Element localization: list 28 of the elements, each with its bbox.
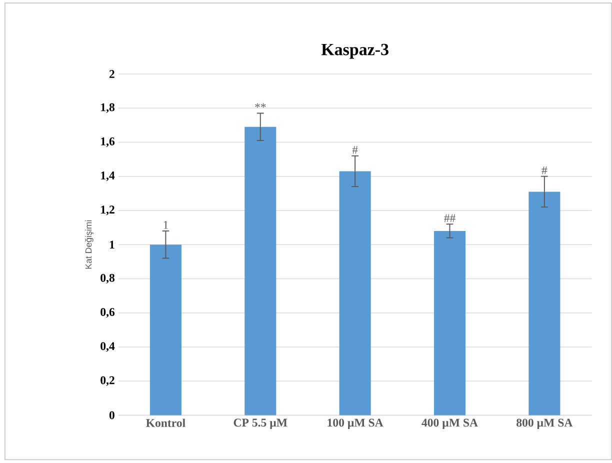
y-tick-label: 0,4 <box>100 342 115 352</box>
bar <box>244 127 276 416</box>
annotation: 1 <box>164 221 168 229</box>
y-tick-label: 0,6 <box>100 308 115 318</box>
y-tick-label: 1,8 <box>101 103 114 114</box>
x-tick-label: Kontrol <box>146 418 186 428</box>
x-tick-label: 400 µM SA <box>422 418 478 430</box>
annotation: # <box>352 146 358 154</box>
annotation: ## <box>444 214 456 222</box>
y-tick-label: 0,2 <box>100 376 114 386</box>
x-tick-label: 100 µM SA <box>328 418 384 430</box>
annotation: ** <box>255 104 266 108</box>
y-tick-label: 0,8 <box>100 274 114 284</box>
bar <box>150 244 182 416</box>
x-tick-label: CP 5.5 µM <box>234 418 288 430</box>
y-axis-title: Kat Değişimi <box>85 220 94 269</box>
x-tick-label: 800 µM SA <box>516 418 573 430</box>
bar <box>434 231 466 416</box>
y-tick-label: 1,2 <box>101 206 114 216</box>
y-tick-label: 1 <box>110 240 114 249</box>
y-tick-label: 2 <box>109 70 114 78</box>
y-tick-label: 1,4 <box>101 172 115 182</box>
annotation: # <box>542 166 548 174</box>
bar <box>339 171 371 416</box>
y-tick-label: 1,6 <box>101 138 115 148</box>
bar <box>528 192 560 416</box>
y-tick-label: 0 <box>109 411 114 420</box>
chart-title: Kaspaz-3 <box>321 44 388 59</box>
